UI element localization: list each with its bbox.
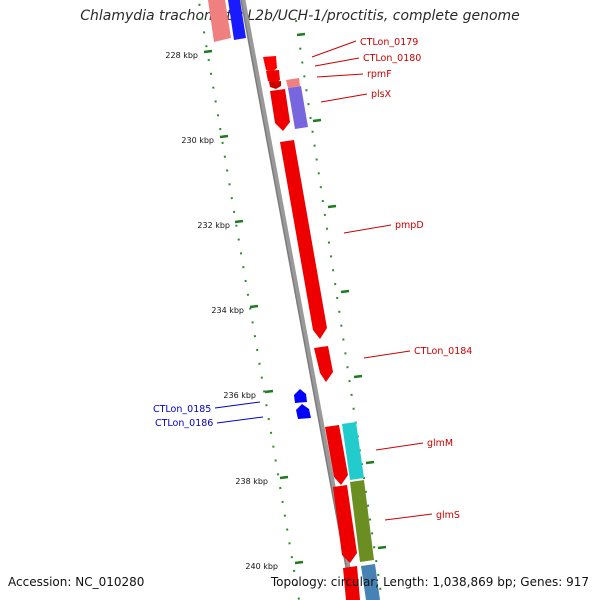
gene-label: CTLon_0180 — [363, 53, 421, 64]
gene-pmpd — [280, 140, 327, 339]
tick-label: 230 kbp — [181, 136, 214, 145]
outer-tick-2 — [312, 118, 322, 123]
gene-label: CTLon_0179 — [360, 37, 418, 48]
leader-glmm — [375, 442, 424, 451]
outer-tick-6 — [365, 460, 375, 465]
leader-rpmf — [316, 73, 364, 78]
gene-plsx-inner — [270, 89, 290, 131]
feature-glmm-cyan — [342, 422, 364, 480]
gene-label: glmM — [427, 438, 453, 449]
tick-label: 234 kbp — [211, 306, 244, 315]
gene-label: CTLon_0185 — [153, 404, 211, 415]
gene-label: pmpD — [395, 220, 424, 231]
forward-leader-lines — [311, 40, 433, 521]
tick-234 — [249, 304, 259, 309]
tick-228 — [203, 49, 213, 54]
outer-tick-7 — [377, 545, 387, 550]
feature-glms-olive — [350, 480, 374, 562]
tick-label: 232 kbp — [197, 221, 230, 230]
leader-ctlon-0184 — [363, 350, 411, 359]
leader-glms — [384, 513, 433, 521]
gene-label: plsX — [371, 89, 392, 100]
genome-title: Chlamydia trachomatis L2b/UCH-1/proctiti… — [80, 8, 520, 24]
tick-240 — [294, 560, 304, 565]
gene-ctlon-0186 — [296, 404, 311, 419]
gene-ctlon-0180 — [266, 70, 280, 84]
gene-ctlon-0184 — [314, 346, 333, 382]
genome-summary: Topology: circular; Length: 1,038,869 bp… — [270, 575, 589, 589]
gene-label: CTLon_0186 — [155, 418, 213, 429]
leader-ctlon-0180 — [314, 57, 360, 67]
gene-label: glmS — [436, 510, 460, 521]
gene-bottom-inner — [343, 566, 360, 600]
tick-232 — [234, 219, 244, 224]
gene-glmm-inner — [325, 425, 348, 485]
tick-label: 240 kbp — [245, 562, 278, 571]
feature-plsx-purple — [288, 86, 308, 129]
leader-ctlon-0186 — [216, 416, 264, 424]
feature-rpmf-pink — [286, 78, 300, 88]
gene-label: CTLon_0184 — [414, 346, 472, 357]
tick-label: 238 kbp — [235, 477, 268, 486]
tick-238 — [279, 475, 289, 480]
tick-label: 228 kbp — [165, 51, 198, 60]
leader-plsx — [320, 93, 368, 103]
gene-ctlon-0185 — [294, 389, 307, 403]
tick-label: 236 kbp — [223, 391, 256, 400]
leader-ctlon-0185 — [214, 401, 261, 409]
inner-dotted-track — [197, 0, 300, 600]
tick-236 — [264, 389, 274, 394]
outer-tick-5 — [353, 374, 363, 379]
partial-feature-blue — [228, 0, 246, 40]
tick-marks — [203, 32, 387, 565]
outer-tick-4 — [340, 289, 350, 294]
outer-tick-1 — [296, 32, 306, 37]
outer-tick-3 — [327, 204, 337, 209]
partial-feature-pink — [208, 0, 231, 42]
gene-ctlon-0179 — [263, 56, 277, 72]
genome-backbone-shade — [240, 0, 353, 600]
gene-ctlon-0180b — [269, 81, 281, 89]
leader-pmpd — [343, 224, 392, 234]
gene-label: rpmF — [367, 69, 392, 80]
accession-label: Accession: NC_010280 — [8, 575, 145, 589]
feature-bottom-steel — [361, 564, 380, 600]
gene-glms-inner — [333, 485, 357, 563]
leader-ctlon-0179 — [311, 40, 357, 58]
reverse-leader-lines — [214, 401, 264, 424]
tick-230 — [219, 134, 229, 139]
